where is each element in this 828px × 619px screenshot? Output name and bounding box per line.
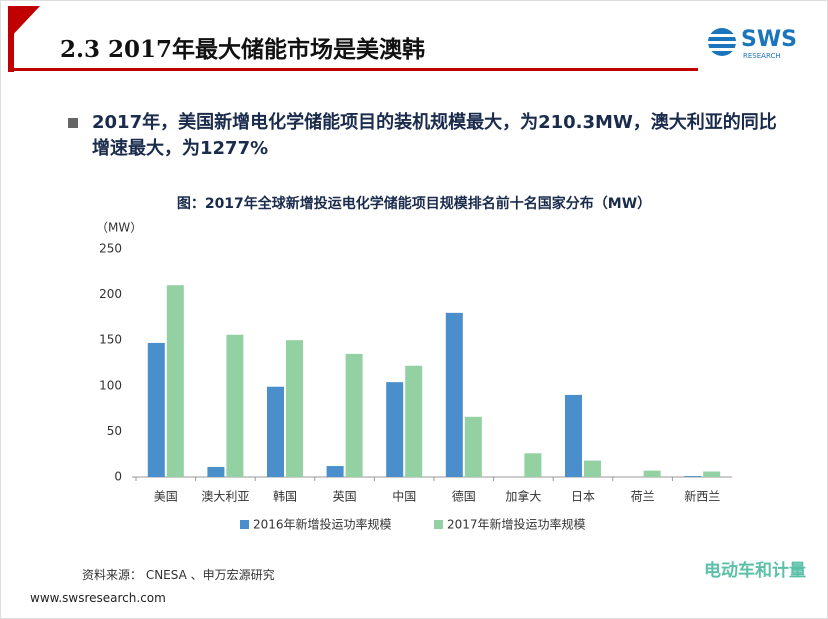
x-tick-label: 美国 [154, 490, 178, 504]
logo-subtext: RESEARCH [743, 52, 781, 60]
x-tick-label: 加拿大 [505, 489, 541, 504]
logo-text: SWS [741, 27, 797, 52]
bar [226, 334, 244, 477]
bar [166, 285, 184, 477]
bar [464, 416, 482, 477]
y-axis-label: （MW） [96, 221, 142, 235]
bar [565, 394, 582, 477]
x-tick-label: 德国 [452, 489, 476, 504]
footer-url: www.swsresearch.com [30, 591, 166, 605]
x-tick-label: 韩国 [273, 489, 297, 504]
bar [386, 382, 404, 477]
legend-swatch [240, 520, 249, 529]
y-tick-label: 0 [114, 470, 122, 484]
x-tick-label: 中国 [392, 489, 416, 504]
bar [345, 353, 363, 477]
bar [147, 342, 165, 477]
legend-swatch [434, 520, 443, 529]
bar [326, 466, 344, 477]
x-tick-label: 英国 [333, 490, 357, 504]
bar [445, 312, 463, 477]
header-rule [8, 68, 698, 71]
bar [643, 470, 661, 477]
bar [286, 340, 303, 477]
x-tick-label: 荷兰 [631, 490, 655, 504]
x-tick-label: 澳大利亚 [201, 490, 249, 504]
bullet-text: 2017年，美国新增电化学储能项目的装机规模最大，为210.3MW，澳大利亚的同… [92, 112, 777, 159]
bar [703, 471, 721, 477]
source-note: 资料来源： CNESA 、申万宏源研究 [82, 568, 275, 582]
watermark: 电动车和计量 [704, 561, 806, 581]
x-tick-label: 新西兰 [684, 489, 720, 504]
bar [584, 460, 601, 477]
bullet-marker [68, 118, 78, 128]
y-tick-label: 200 [99, 287, 122, 301]
bar [267, 386, 284, 477]
header-corner [8, 6, 40, 40]
bar [405, 365, 423, 477]
bar [684, 476, 702, 477]
y-tick-label: 50 [107, 424, 122, 438]
slide-title: 2.3 2017年最大储能市场是美澳韩 [60, 36, 426, 63]
bar [524, 453, 542, 477]
x-tick-label: 日本 [571, 490, 595, 504]
y-tick-label: 250 [99, 242, 122, 256]
bar [207, 466, 225, 477]
y-tick-label: 150 [99, 333, 122, 347]
legend-label: 2016年新增投运功率规模 [253, 517, 392, 532]
chart-title: 图：2017年全球新增投运电化学储能项目规模排名前十名国家分布（MW） [177, 195, 651, 212]
logo-icon [708, 28, 736, 56]
y-tick-label: 100 [99, 378, 122, 392]
header-bar [8, 6, 14, 72]
legend-label: 2017年新增投运功率规模 [447, 517, 586, 532]
